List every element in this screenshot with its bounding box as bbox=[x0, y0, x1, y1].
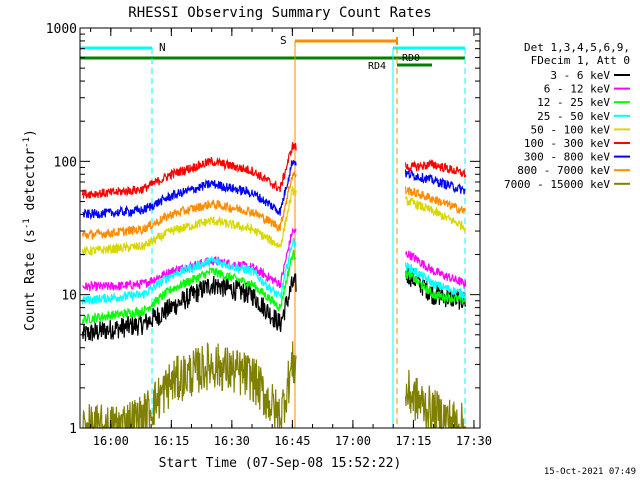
info-line-2: FDecim 1, Att 0 bbox=[531, 54, 630, 67]
series-line-4 bbox=[82, 186, 467, 256]
legend-label-3: 25 - 50 keV bbox=[537, 110, 610, 123]
flags-layer: N S RD0 RD4 bbox=[80, 34, 465, 72]
series-line-5 bbox=[82, 142, 467, 199]
chart-title: RHESSI Observing Summary Count Rates bbox=[128, 5, 431, 21]
x-axis-label: Start Time (07-Sep-08 15:52:22) bbox=[159, 456, 402, 471]
y-axis-label-sup1: -1 bbox=[22, 218, 32, 229]
legend-label-7: 800 - 7000 keV bbox=[517, 164, 610, 177]
legend-label-0: 3 - 6 keV bbox=[550, 69, 610, 82]
flag-s-label: S bbox=[280, 34, 287, 47]
legend-label-8: 7000 - 15000 keV bbox=[504, 178, 610, 191]
flag-rd4-label: RD4 bbox=[368, 61, 386, 72]
y-axis: 1 10 100 1000 bbox=[46, 22, 480, 437]
series-line-3 bbox=[82, 237, 467, 305]
legend-label-5: 100 - 300 keV bbox=[524, 137, 610, 150]
y-tick-label-0: 1 bbox=[69, 422, 77, 437]
x-tick-label-2: 16:30 bbox=[214, 434, 250, 448]
y-tick-label-2: 100 bbox=[54, 155, 77, 170]
flag-rd0-label: RD0 bbox=[402, 53, 420, 64]
x-axis: 16:00 16:15 16:30 16:45 17:00 17:15 17:30 bbox=[90, 28, 492, 448]
y-tick-label-3: 1000 bbox=[46, 22, 77, 37]
y-axis-label-part1: Count Rate (s bbox=[23, 229, 38, 331]
y-axis-label: Count Rate (s-1 detector-1) bbox=[22, 129, 38, 331]
info-line-1: Det 1,3,4,5,6,9, bbox=[524, 41, 630, 54]
x-tick-label-3: 16:45 bbox=[274, 434, 310, 448]
y-tick-label-1: 10 bbox=[61, 289, 77, 304]
series-line-6 bbox=[82, 159, 466, 221]
x-tick-label-6: 17:30 bbox=[456, 434, 492, 448]
series-line-0 bbox=[82, 267, 467, 342]
x-tick-label-1: 16:15 bbox=[153, 434, 189, 448]
y-axis-label-part3: ) bbox=[23, 129, 38, 137]
timestamp: 15-Oct-2021 07:49 bbox=[544, 467, 636, 477]
flag-n-label: N bbox=[159, 41, 166, 54]
x-tick-label-0: 16:00 bbox=[93, 434, 129, 448]
legend-label-1: 6 - 12 keV bbox=[544, 83, 611, 96]
series-line-7 bbox=[82, 171, 467, 241]
x-tick-label-4: 17:00 bbox=[335, 434, 371, 448]
x-tick-label-5: 17:15 bbox=[395, 434, 431, 448]
legend-label-2: 12 - 25 keV bbox=[537, 96, 610, 109]
series-line-2 bbox=[82, 249, 467, 324]
y-axis-label-sup2: -1 bbox=[22, 137, 32, 148]
y-axis-label-part2: detector bbox=[23, 148, 38, 219]
plot-frame bbox=[79, 27, 481, 429]
legend-label-6: 300 - 800 keV bbox=[524, 151, 610, 164]
legend-label-4: 50 - 100 keV bbox=[531, 123, 611, 136]
